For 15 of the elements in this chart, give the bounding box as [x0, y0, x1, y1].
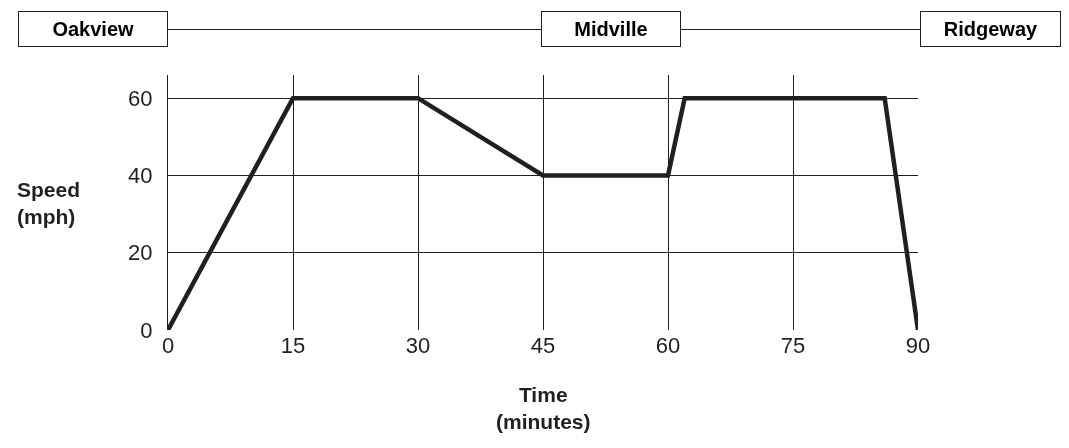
y-tick-label: 40 [128, 163, 153, 189]
x-tick-label: 60 [655, 333, 681, 358]
x-tick-label: 15 [280, 333, 306, 358]
x-tick-label: 90 [905, 333, 931, 358]
y-tick-label: 20 [128, 240, 153, 266]
text: Ridgeway [920, 11, 1061, 47]
x-tick-label: 0 [161, 333, 175, 358]
x-tick-label: 30 [405, 333, 431, 358]
x-tick-label: 75 [780, 333, 806, 358]
text: Midville [541, 11, 681, 47]
x-axis-title: Time (minutes) [496, 383, 591, 434]
y-tick-label: 60 [128, 85, 153, 111]
x-tick-label: 45 [530, 333, 556, 358]
y-axis-title: Speed (mph) [17, 178, 81, 229]
text: Oakview [18, 11, 168, 47]
